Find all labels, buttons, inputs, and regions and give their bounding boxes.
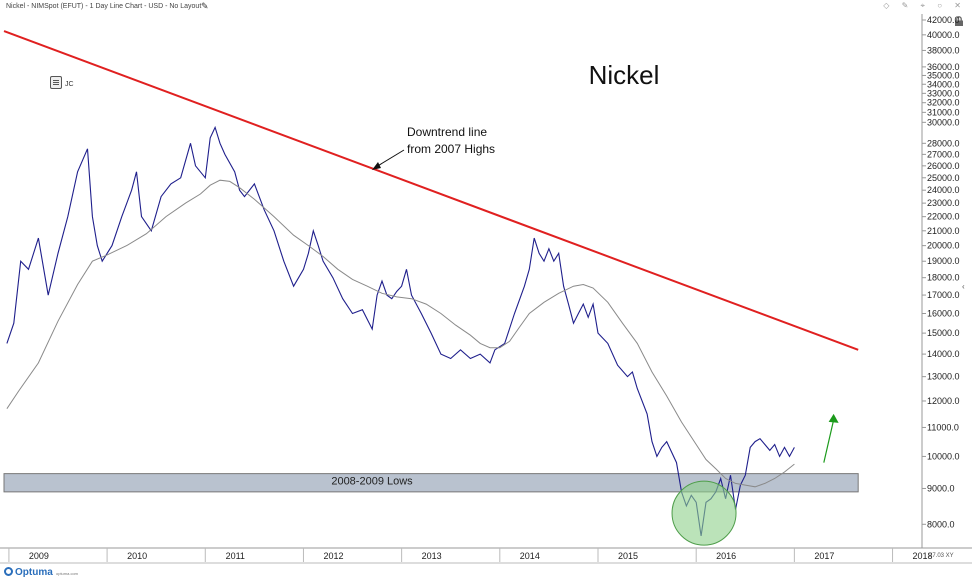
x-tick-label: 2015 [618,551,638,561]
x-tick-label: 2010 [127,551,147,561]
y-tick-label: 26000.0 [927,161,960,171]
up-arrow-head [828,413,839,423]
y-tick-label: 19000.0 [927,256,960,266]
brand-name: Optuma [15,567,53,578]
y-tick-label: 27000.0 [927,149,960,159]
y-tick-label: 18000.0 [927,273,960,283]
y-tick-label: 35000.0 [927,70,960,80]
y-tick-label: 28000.0 [927,138,960,148]
downtrend-pointer-head [372,162,381,170]
footer-bar: Optuma optuma.com [0,563,972,581]
y-tick-label: 32000.0 [927,98,960,108]
y-tick-label: 34000.0 [927,79,960,89]
y-tick-label: 21000.0 [927,226,960,236]
y-tick-label: 13000.0 [927,372,960,382]
support-zone: 2008-2009 Lows [3,473,859,493]
y-tick-label: 22000.0 [927,212,960,222]
brand-url: optuma.com [56,571,79,576]
chart-header-bar: Nickel - NIMSpot (EFUT) - 1 Day Line Cha… [0,0,972,14]
y-tick-label: 10000.0 [927,451,960,461]
chart-annotations: Downtrend line from 2007 Highs Nickel [3,30,859,546]
cursor-readout: 27.03 XY [929,553,954,559]
y-tick-label: 11000.0 [927,422,959,432]
y-tick-label: 40000.0 [927,30,960,40]
pencil-icon[interactable]: ✎ [201,1,209,11]
y-tick-label: 8000.0 [927,519,955,529]
y-tick-label: 15000.0 [927,328,960,338]
y-tick-label: 42000.0 [927,15,960,25]
y-tick-label: 9000.0 [927,483,955,493]
y-tick-label: 38000.0 [927,45,960,55]
x-tick-label: 2016 [716,551,736,561]
y-tick-label: 20000.0 [927,241,960,251]
y-tick-label: 24000.0 [927,185,960,195]
chart-ticks: 42000.0 40000.0 38000.0 36000.035000.034000… [8,15,960,562]
x-tick-label: 2018 [913,551,933,561]
downtrend-annotation-text: Downtrend line [407,125,487,139]
support-zone-band [3,473,859,493]
toolbar-icons[interactable]: ◇ ✎ ⌖ ○ ✕ [883,1,966,10]
x-tick-label: 2013 [422,551,442,561]
chart-header-title: Nickel - NIMSpot (EFUT) - 1 Day Line Cha… [6,3,202,10]
collapse-arrow-icon[interactable]: ‹ [962,282,965,291]
y-tick-label: 14000.0 [927,349,960,359]
moving-average-line [6,179,795,488]
up-arrow-line [823,419,835,463]
x-tick-label: 2012 [323,551,343,561]
downtrend-annotation-text: from 2007 Highs [407,142,495,156]
note-badge-label: JC [65,81,74,88]
lock-icon[interactable] [954,16,964,26]
note-icon [50,76,62,89]
downtrend-pointer-arrow [375,149,405,168]
y-tick-label: 25000.0 [927,173,960,183]
note-badge[interactable]: JC [50,76,74,89]
chart-title: Nickel [589,60,660,90]
downtrend-line [3,30,859,351]
optuma-logo: Optuma [4,567,53,578]
y-tick-label: 16000.0 [927,308,960,318]
y-tick-label: 36000.0 [927,62,960,72]
y-tick-label: 17000.0 [927,290,960,300]
y-tick-label: 33000.0 [927,88,960,98]
y-tick-label: 30000.0 [927,117,960,127]
x-tick-label: 2017 [814,551,834,561]
x-tick-label: 2011 [226,551,245,561]
support-zone-label: 2008-2009 Lows [331,476,413,488]
x-tick-label: 2009 [29,551,49,561]
y-tick-label: 23000.0 [927,198,960,208]
y-tick-label: 12000.0 [927,396,960,406]
bottom-highlight-circle [671,480,737,546]
x-tick-label: 2014 [520,551,540,561]
y-tick-label: 31000.0 [927,107,960,117]
